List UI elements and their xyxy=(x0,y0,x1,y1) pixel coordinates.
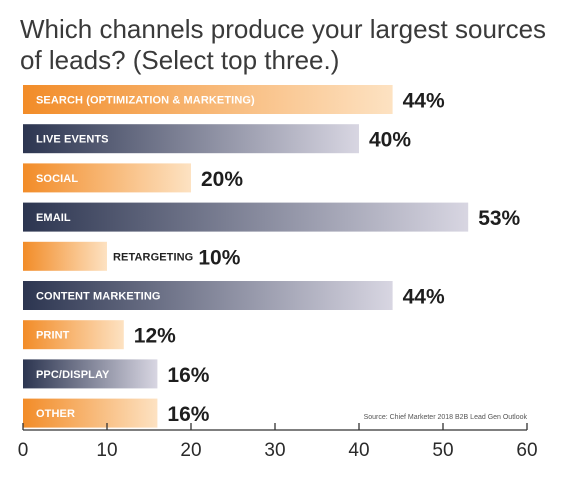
bar-label-email: EMAIL xyxy=(36,212,71,224)
bar-live-events xyxy=(23,124,359,154)
bar-content-marketing xyxy=(23,281,393,310)
x-axis: 0 10 20 30 40 50 60 xyxy=(18,423,538,461)
x-tick-label: 10 xyxy=(96,440,117,461)
bar-label-live-events: LIVE EVENTS xyxy=(36,134,109,146)
x-tick-label: 40 xyxy=(348,440,369,461)
bar-email xyxy=(23,202,469,232)
value-label-print: 12% xyxy=(134,325,176,348)
bar-social xyxy=(23,163,191,193)
bar-label-retargeting: RETARGETING xyxy=(113,251,193,263)
x-tick-label: 60 xyxy=(516,440,537,461)
x-tick-label: 50 xyxy=(432,440,453,461)
source-note: Source: Chief Marketer 2018 B2B Lead Gen… xyxy=(364,414,528,421)
chart-title: Which channels produce your largest sour… xyxy=(20,14,547,75)
bar-label-print: PRINT xyxy=(36,330,70,342)
bar-search-optimization-marketing xyxy=(23,85,393,114)
value-label-content-marketing: 44% xyxy=(403,286,445,309)
value-label-live-events: 40% xyxy=(369,129,411,152)
bar-label-search-optimization-marketing: SEARCH (OPTIMIZATION & MARKETING) xyxy=(36,95,255,107)
value-label-email: 53% xyxy=(478,207,520,230)
bar-label-social: SOCIAL xyxy=(36,173,78,185)
value-label-social: 20% xyxy=(201,168,243,191)
bar-retargeting xyxy=(23,241,107,271)
x-tick-label: 30 xyxy=(264,440,285,461)
x-tick-label: 20 xyxy=(180,440,201,461)
value-label-retargeting: 10% xyxy=(198,246,240,269)
value-label-other: 16% xyxy=(167,403,209,426)
bar-label-content-marketing: CONTENT MARKETING xyxy=(36,291,161,303)
bar-ppc-display xyxy=(23,359,158,389)
value-label-search-optimization-marketing: 44% xyxy=(403,90,445,113)
bar-print xyxy=(23,320,124,350)
bars-group: SEARCH (OPTIMIZATION & MARKETING) 44% LIVE… xyxy=(23,85,521,428)
x-tick-label: 0 xyxy=(18,440,29,461)
value-label-ppc-display: 16% xyxy=(167,364,209,387)
bar-label-ppc-display: PPC/DISPLAY xyxy=(36,369,110,381)
bar-other xyxy=(23,398,158,428)
bar-label-other: OTHER xyxy=(36,408,75,420)
